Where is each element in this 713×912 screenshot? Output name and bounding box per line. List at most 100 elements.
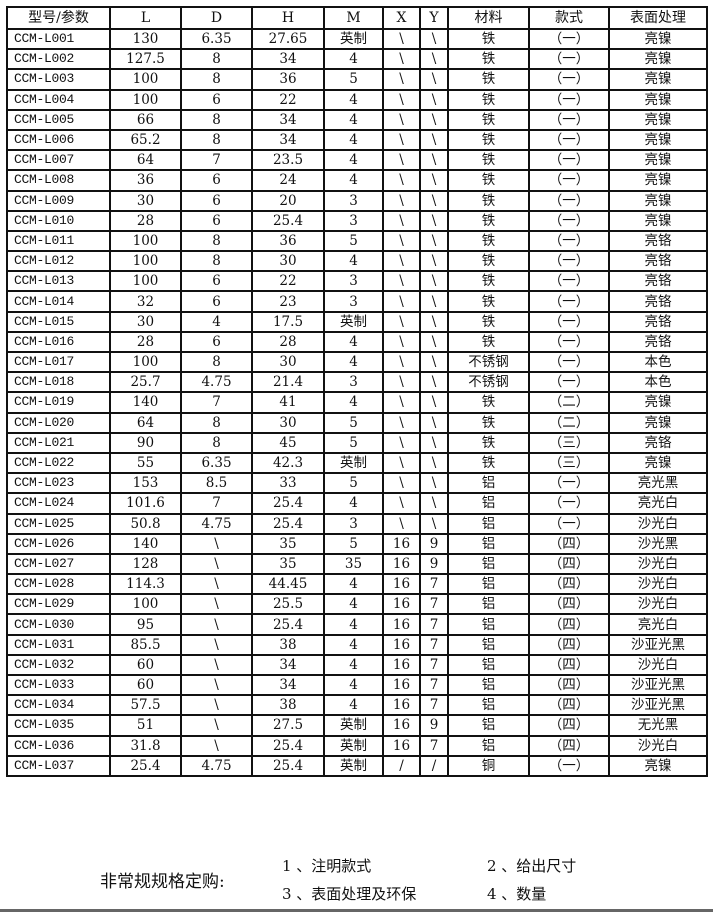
table-cell: 7 (419, 653, 449, 677)
table-cell: 铝 (447, 472, 530, 495)
table-cell: 23.5 (251, 149, 325, 172)
table-cell: 35 (323, 552, 384, 576)
table-cell: 铁 (447, 48, 530, 71)
table-cell: 4.75 (180, 371, 253, 394)
table-cell: 亮铬 (608, 250, 708, 273)
table-cell: 4 (180, 310, 253, 333)
table-cell: 3 (323, 189, 384, 212)
table-cell: 英制 (323, 734, 384, 757)
table-cell: 沙光白 (608, 593, 708, 616)
table-cell: 铁 (447, 250, 530, 273)
table-cell: 38 (251, 694, 325, 717)
table-cell: CCM-L014 (6, 290, 111, 313)
table-cell: 50.8 (109, 512, 182, 535)
note-item: 2 、给出尺寸 (487, 857, 577, 875)
table-cell: 4.75 (180, 512, 253, 535)
table-cell: 4 (323, 593, 384, 616)
table-cell: \ (382, 27, 421, 51)
table-cell: CCM-L020 (6, 411, 111, 434)
table-cell: 6 (180, 209, 253, 232)
table-cell: 20 (251, 189, 325, 212)
table-cell: \ (180, 653, 253, 677)
table-cell: 铁 (447, 189, 530, 212)
table-cell: 英制 (323, 754, 384, 777)
table-cell: 铝 (447, 714, 530, 737)
table-row: CCM-L037 25.4 4.75 25.4 英制 / / 铜（一） 亮镍 (6, 754, 708, 777)
table-cell: 32 (109, 290, 182, 313)
table-cell: \ (180, 593, 253, 616)
table-cell: 亮铬 (608, 310, 708, 333)
table-cell: 亮镍 (608, 169, 708, 192)
table-cell: CCM-L018 (6, 371, 111, 394)
table-cell: 英制 (323, 310, 384, 333)
table-cell: 亮镍 (608, 48, 708, 71)
table-cell: \ (419, 472, 449, 495)
custom-order-title: 非常规规格定购: (100, 872, 225, 892)
table-cell: 铁 (447, 290, 530, 313)
table-cell: （一） (528, 68, 610, 91)
table-cell: 100 (109, 68, 182, 91)
table-cell: 41 (251, 391, 325, 414)
table-cell: 4 (323, 169, 384, 192)
table-cell: 无光黑 (608, 714, 708, 737)
table-cell: \ (419, 27, 449, 51)
table-cell: / (419, 754, 449, 777)
table-row: CCM-L003 100 8 36 5 \ \ 铁（一） 亮镍 (6, 68, 708, 91)
table-cell: 23 (251, 290, 325, 313)
table-cell: 4 (323, 128, 384, 152)
table-row: CCM-L032 60 \ 34 4 16 7 铝（四） 沙光白 (6, 653, 708, 677)
table-cell: CCM-L023 (6, 472, 111, 495)
table-cell: 亮镍 (608, 189, 708, 212)
table-cell: 8 (180, 431, 253, 454)
table-row: CCM-L005 66 8 34 4 \ \ 铁（一） 亮镍 (6, 108, 708, 131)
table-cell: 7 (180, 492, 253, 515)
table-row: CCM-L004 100 6 22 4 \ \ 铁（一） 亮镍 (6, 88, 708, 111)
table-cell: \ (382, 310, 421, 333)
table-cell: \ (419, 350, 449, 374)
table-cell: 6 (180, 169, 253, 192)
table-row: CCM-L024 101.6 7 25.4 4 \ \ 铝（一） 亮光白 (6, 492, 708, 515)
table-cell: 铁 (447, 451, 530, 475)
table-cell: 4 (323, 633, 384, 656)
table-cell: 7 (419, 673, 449, 697)
table-cell: （四） (528, 714, 610, 737)
table-cell: 64 (109, 411, 182, 434)
table-cell: / (382, 754, 421, 777)
table-cell: 16 (382, 653, 421, 677)
table-cell: 7 (180, 149, 253, 172)
table-cell: \ (382, 512, 421, 535)
table-cell: 亮镍 (608, 108, 708, 131)
table-cell: \ (180, 633, 253, 656)
table-cell: CCM-L026 (6, 532, 111, 555)
table-cell: \ (382, 451, 421, 475)
table-cell: （一） (528, 209, 610, 232)
table-cell: \ (382, 472, 421, 495)
table-cell: 亮镍 (608, 128, 708, 152)
table-cell: 34 (251, 128, 325, 152)
table-cell: 25.4 (251, 734, 325, 757)
table-row: CCM-L012 100 8 30 4 \ \ 铁（一） 亮铬 (6, 250, 708, 273)
table-cell: 铝 (447, 653, 530, 677)
table-cell: 沙光白 (608, 512, 708, 535)
column-header: 表面处理 (608, 6, 708, 30)
table-cell: 4 (323, 108, 384, 131)
table-row: CCM-L020 64 8 30 5 \ \ 铁（二） 亮镍 (6, 411, 708, 434)
table-cell: 8 (180, 128, 253, 152)
table-cell: 5 (323, 411, 384, 434)
table-cell: 45 (251, 431, 325, 454)
table-cell: 25.4 (251, 492, 325, 515)
table-cell: 铁 (447, 270, 530, 293)
table-cell: 35 (251, 552, 325, 576)
table-cell: 8 (180, 48, 253, 71)
table-cell: （四） (528, 694, 610, 717)
table-cell: CCM-L036 (6, 734, 111, 757)
table-row: CCM-L025 50.8 4.75 25.4 3 \ \ 铝（一） 沙光白 (6, 512, 708, 535)
table-cell: \ (419, 128, 449, 152)
table-cell: CCM-L010 (6, 209, 111, 232)
table-cell: 90 (109, 431, 182, 454)
table-cell: \ (419, 149, 449, 172)
table-cell: \ (419, 310, 449, 333)
table-header-row: 型号/参数 L D H M X Y 材料 款式 表面处理 (6, 6, 708, 30)
table-row: CCM-L013 100 6 22 3 \ \ 铁（一） 亮铬 (6, 270, 708, 293)
table-cell: 31.8 (109, 734, 182, 757)
